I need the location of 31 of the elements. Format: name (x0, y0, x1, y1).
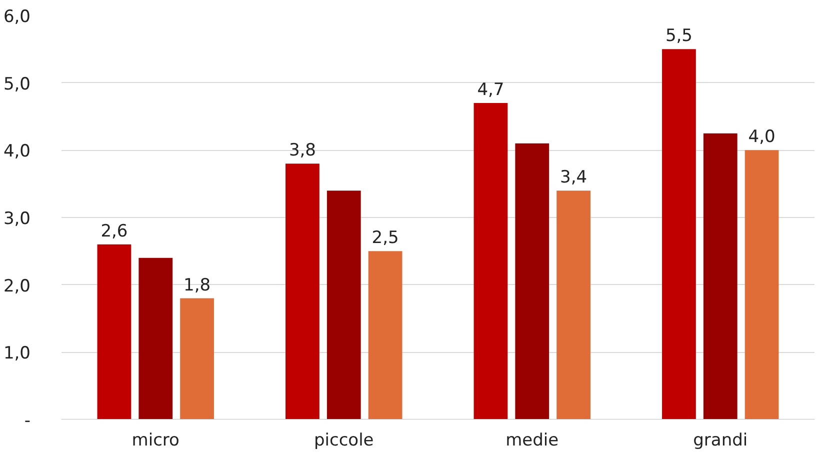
data-label: 4,0 (748, 127, 776, 148)
bar (662, 49, 696, 420)
bar (326, 190, 361, 420)
bar (97, 244, 132, 420)
bar (286, 164, 320, 420)
x-tick-label: micro (132, 430, 180, 450)
bar (703, 133, 738, 420)
data-label: 3,4 (560, 168, 588, 188)
bar (138, 258, 173, 420)
bar (556, 190, 590, 420)
y-tick-label: 5,0 (3, 74, 31, 94)
bar (368, 251, 402, 420)
data-label: 5,5 (665, 26, 692, 46)
y-tick-label: 4,0 (3, 142, 31, 162)
data-label: 3,8 (288, 140, 316, 161)
x-tick-label: grandi (693, 430, 748, 450)
data-label: 2,5 (372, 228, 399, 248)
data-label: 4,7 (477, 80, 504, 100)
data-label: 1,8 (184, 275, 211, 296)
y-tick-label: 2,0 (3, 276, 31, 296)
x-tick-label: piccole (314, 430, 374, 450)
bar (180, 298, 214, 420)
bar (515, 143, 550, 420)
bar (474, 103, 508, 420)
y-tick-label: 3,0 (3, 209, 31, 229)
y-tick-label: 1,0 (3, 344, 31, 364)
bar (744, 150, 779, 420)
y-tick-label: - (24, 411, 31, 431)
x-tick-label: medie (506, 430, 559, 450)
data-label: 2,6 (100, 221, 128, 242)
y-tick-label: 6,0 (3, 7, 31, 27)
